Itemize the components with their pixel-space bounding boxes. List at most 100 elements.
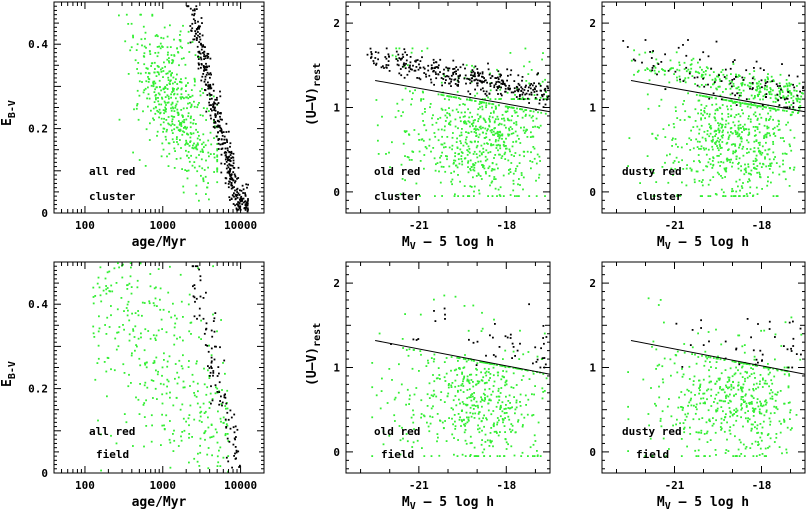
data-point-green: [492, 424, 495, 426]
data-point-green: [123, 413, 126, 415]
data-point-black: [208, 367, 211, 369]
data-point-green: [741, 83, 744, 85]
data-point-green: [473, 392, 475, 394]
data-point-black: [192, 265, 195, 268]
data-point-black: [544, 103, 547, 106]
data-point-green: [152, 362, 155, 364]
data-point-green: [207, 151, 210, 154]
data-point-black: [219, 346, 221, 349]
data-point-green: [185, 127, 188, 130]
data-point-black: [229, 175, 232, 177]
data-point-green: [759, 150, 762, 153]
data-point-green: [122, 324, 124, 326]
data-point-green: [739, 137, 742, 140]
data-point-green: [769, 87, 772, 89]
data-point-green: [475, 153, 478, 155]
data-point-green: [160, 155, 163, 158]
data-point-black: [195, 8, 198, 10]
data-point-green: [714, 135, 716, 137]
data-point-green: [505, 404, 507, 406]
data-point-green: [503, 365, 506, 368]
data-point-green: [714, 77, 717, 80]
data-point-black: [524, 86, 527, 89]
data-point-green: [195, 147, 198, 150]
data-point-black: [225, 151, 228, 154]
data-point-green: [705, 105, 708, 107]
data-point-green: [473, 128, 476, 131]
data-point-green: [456, 90, 459, 93]
data-point-green: [189, 117, 192, 120]
data-point-black: [541, 94, 544, 97]
data-point-green: [181, 403, 184, 406]
data-point-green: [487, 151, 490, 154]
data-point-green: [764, 78, 767, 81]
data-point-black: [472, 70, 475, 73]
data-point-green: [664, 161, 666, 164]
data-point-green: [727, 376, 730, 379]
data-point-black: [235, 188, 238, 191]
data-point-green: [711, 136, 714, 138]
y-tick-label: 0: [333, 186, 340, 199]
data-point-black: [207, 87, 210, 90]
data-point-green: [670, 374, 672, 377]
data-point-green: [186, 132, 188, 135]
data-point-green: [541, 397, 544, 400]
data-point-green: [145, 425, 148, 427]
data-point-green: [147, 86, 149, 89]
data-point-black: [398, 72, 401, 75]
x-axis-label: MV – 5 log h: [657, 235, 749, 252]
data-point-green: [185, 96, 187, 99]
data-point-black: [198, 63, 200, 66]
data-point-black: [446, 67, 449, 70]
data-point-green: [139, 262, 142, 265]
data-point-black: [208, 101, 210, 104]
data-point-green: [768, 132, 771, 135]
data-point-green: [508, 366, 511, 369]
data-point-green: [695, 362, 698, 365]
data-point-black: [427, 69, 430, 72]
data-point-green: [166, 72, 169, 75]
data-point-green: [188, 51, 191, 53]
data-point-green: [174, 106, 177, 109]
data-point-green: [176, 337, 178, 340]
data-point-black: [546, 96, 549, 99]
data-point-green: [722, 129, 724, 132]
data-point-black: [455, 73, 457, 75]
data-point-green: [695, 455, 698, 457]
data-point-green: [497, 124, 500, 126]
x-axis-label-rest: – 5 log h: [416, 495, 494, 510]
data-point-green: [683, 61, 686, 64]
data-point-green: [676, 195, 678, 197]
data-point-green: [97, 330, 100, 333]
data-point-green: [766, 132, 769, 134]
data-point-green: [509, 150, 511, 153]
data-point-black: [390, 343, 392, 345]
data-point-green: [174, 150, 176, 152]
data-point-green: [782, 163, 784, 166]
data-point-green: [469, 442, 472, 445]
data-point-black: [210, 108, 212, 110]
data-point-green: [493, 318, 495, 321]
data-point-green: [148, 50, 151, 52]
data-point-green: [534, 385, 536, 387]
data-point-green: [698, 94, 701, 97]
data-point-green: [782, 159, 784, 162]
data-point-green: [196, 460, 199, 463]
data-point-black: [207, 84, 210, 86]
data-point-green: [520, 413, 523, 416]
data-point-black: [450, 80, 452, 83]
data-point-green: [469, 140, 472, 143]
data-point-green: [419, 313, 422, 316]
data-point-black: [470, 80, 473, 83]
data-point-green: [705, 165, 707, 168]
data-point-green: [145, 361, 148, 364]
data-point-green: [723, 430, 726, 433]
data-point-green: [132, 328, 134, 331]
data-point-green: [169, 265, 171, 268]
data-point-black: [222, 142, 225, 145]
data-point-green: [489, 184, 491, 187]
data-point-green: [538, 173, 541, 176]
data-point-green: [122, 263, 124, 266]
data-point-green: [432, 405, 434, 408]
data-point-green: [413, 129, 416, 131]
